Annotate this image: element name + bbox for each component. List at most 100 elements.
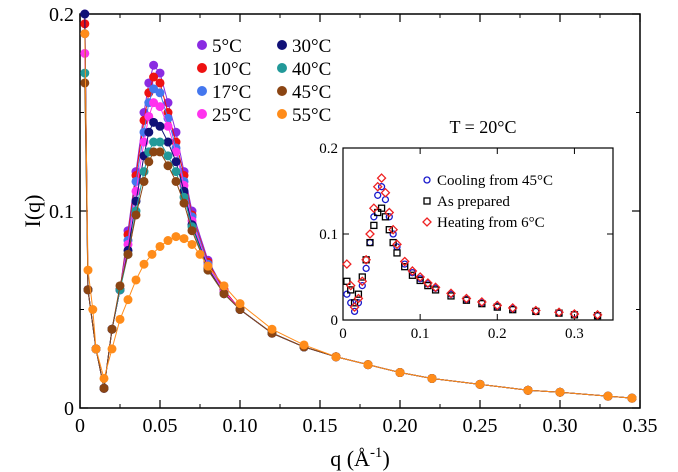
data-point <box>149 137 159 147</box>
inset-data-point <box>361 254 372 265</box>
data-point <box>235 299 245 309</box>
y-axis-title: I(q) <box>20 195 45 228</box>
x-tick-label: 0.25 <box>463 415 498 437</box>
inset-data-point <box>370 213 378 221</box>
legend-label: 25°C <box>212 105 251 126</box>
data-point <box>171 147 181 157</box>
x-tick-label: 0.35 <box>623 415 658 437</box>
data-point <box>163 151 173 161</box>
data-point <box>155 88 165 98</box>
inset-data-point <box>430 282 441 293</box>
inset-data-point <box>392 239 402 250</box>
data-point <box>299 340 309 350</box>
data-point <box>80 29 90 39</box>
inset-data-point <box>374 208 382 217</box>
inset-data-point <box>447 292 455 300</box>
legend-marker <box>197 109 207 119</box>
data-point <box>144 127 154 137</box>
inset-data-point <box>362 264 370 273</box>
inset-data-point <box>507 303 518 313</box>
inset-x-tick-label: 0.2 <box>488 326 507 342</box>
inset-data-point <box>353 293 364 304</box>
data-point <box>149 72 159 82</box>
inset-legend-label: As prepared <box>437 194 510 210</box>
legend-marker <box>197 63 207 73</box>
inset-data-point <box>401 263 409 271</box>
x-axis-title-close: ) <box>382 446 389 471</box>
inset-x-tick-label: 0.1 <box>411 326 430 342</box>
legend-label: 55°C <box>292 105 331 126</box>
legend-marker <box>277 109 287 119</box>
data-point <box>88 305 98 314</box>
y-tick-label: 0.1 <box>49 201 74 223</box>
x-tick-label: 0.15 <box>303 415 338 437</box>
data-point <box>123 249 133 259</box>
legend-marker <box>197 40 207 50</box>
inset-data-point <box>365 229 375 239</box>
inset-data-point <box>380 187 391 198</box>
inset-data-point <box>422 278 433 288</box>
inset-data-point <box>399 256 410 267</box>
legend-marker <box>197 86 207 96</box>
inset-data-point <box>358 281 366 290</box>
inset-data-point <box>372 181 383 192</box>
inset-data-point <box>366 238 374 247</box>
inset-y-tick-label: 0 <box>331 313 339 329</box>
inset-data-point <box>385 213 393 221</box>
inset-data-point <box>461 293 472 304</box>
inset-data-point <box>345 280 356 291</box>
data-point <box>171 232 181 242</box>
data-point <box>171 157 181 167</box>
inset-data-point <box>381 213 390 221</box>
inset-y-tick-label: 0.1 <box>319 227 338 243</box>
data-point <box>115 281 125 291</box>
legend-marker <box>277 40 287 50</box>
inset-data-point <box>492 300 503 311</box>
inset-legend: Cooling from 45°C As prepared Heating from… <box>422 173 553 231</box>
main-legend: 5°C10°C17°C25°C 30°C40°C45°C55°C <box>197 36 331 126</box>
data-point <box>139 176 149 186</box>
inset-legend-label: Heating from 6°C <box>437 215 545 231</box>
main-series-group <box>80 9 637 403</box>
data-point <box>163 137 173 147</box>
data-point <box>219 289 229 299</box>
inset-data-point <box>343 277 351 285</box>
data-point <box>107 344 117 354</box>
data-point <box>219 281 229 291</box>
data-point <box>475 379 485 389</box>
data-point <box>203 261 213 271</box>
x-axis-title-sup: -1 <box>370 445 383 461</box>
inset-data-point <box>389 230 397 238</box>
data-point <box>363 360 373 370</box>
inset-data-point <box>357 276 368 287</box>
data-point <box>267 324 277 334</box>
inset-data-point <box>530 305 541 316</box>
data-point <box>187 239 197 249</box>
data-point <box>603 391 613 401</box>
inset-data-point <box>407 266 418 276</box>
data-point <box>155 78 165 88</box>
inset-data-point <box>476 297 487 307</box>
data-point <box>523 385 533 395</box>
inset-data-point <box>416 276 424 285</box>
data-point <box>147 249 157 259</box>
data-point <box>155 241 165 251</box>
inset-legend-marker <box>422 217 432 227</box>
data-point <box>131 275 141 285</box>
data-point <box>144 157 154 167</box>
x-tick-label: 0.30 <box>543 415 578 437</box>
data-point <box>99 383 109 393</box>
data-point <box>149 60 159 70</box>
inset-data-point <box>446 288 456 299</box>
data-point <box>80 68 90 78</box>
inset-y-tick-label: 0.2 <box>319 141 338 157</box>
data-point <box>107 324 117 334</box>
inset-legend-marker <box>423 176 431 184</box>
inset-data-point <box>350 299 359 307</box>
x-axis-title: q (Å-1) <box>330 445 390 471</box>
inset-legend-marker <box>423 197 431 205</box>
inset-series-group <box>341 173 603 320</box>
inset-legend-label: Cooling from 45°C <box>437 173 553 189</box>
inset-annotation: T = 20°C <box>449 117 516 137</box>
inset-x-tick-label: 0.3 <box>565 326 584 342</box>
